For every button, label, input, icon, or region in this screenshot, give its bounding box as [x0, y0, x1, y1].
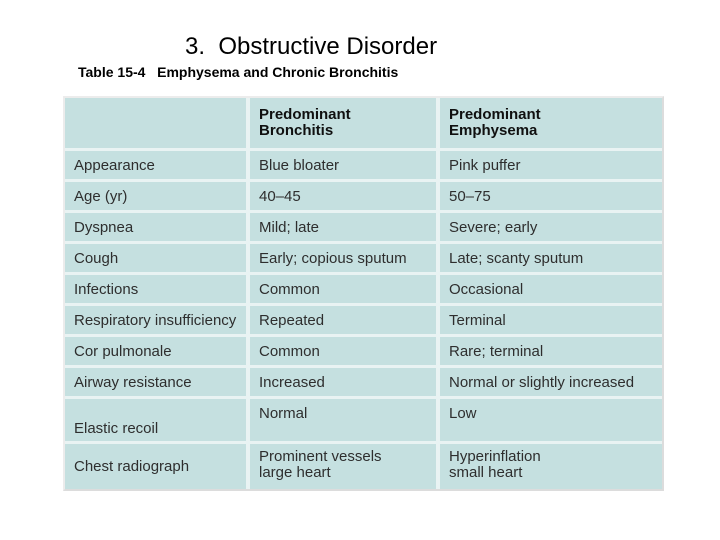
row-label: Elastic recoil	[65, 399, 246, 441]
header-cell-emphysema: Predominant Emphysema	[440, 98, 662, 148]
row-label: Appearance	[65, 151, 246, 179]
row-label: Airway resistance	[65, 368, 246, 396]
cell-bronchitis: 40–45	[250, 182, 436, 210]
table-caption: Table 15-4 Emphysema and Chronic Bronchi…	[78, 64, 399, 80]
row-label: Infections	[65, 275, 246, 303]
cell-bronchitis: Prominent vessels large heart	[250, 444, 436, 489]
row-label: Respiratory insufficiency	[65, 306, 246, 334]
table-grid: Predominant Bronchitis Predominant Emphy…	[65, 98, 662, 489]
cell-bronchitis: Common	[250, 275, 436, 303]
cell-bronchitis: Repeated	[250, 306, 436, 334]
cell-emphysema: Rare; terminal	[440, 337, 662, 365]
cell-emphysema: Pink puffer	[440, 151, 662, 179]
cell-bronchitis: Blue bloater	[250, 151, 436, 179]
cell-bronchitis: Mild; late	[250, 213, 436, 241]
cell-emphysema: Low	[440, 399, 662, 441]
row-label: Age (yr)	[65, 182, 246, 210]
row-label: Cor pulmonale	[65, 337, 246, 365]
comparison-table: Predominant Bronchitis Predominant Emphy…	[63, 96, 664, 491]
cell-emphysema: Normal or slightly increased	[440, 368, 662, 396]
slide-title: 3. Obstructive Disorder	[185, 33, 438, 60]
cell-emphysema: Late; scanty sputum	[440, 244, 662, 272]
row-label: Dyspnea	[65, 213, 246, 241]
header-cell-blank	[65, 98, 246, 148]
header-cell-bronchitis: Predominant Bronchitis	[250, 98, 436, 148]
cell-emphysema: Hyperinflation small heart	[440, 444, 662, 489]
cell-emphysema: Occasional	[440, 275, 662, 303]
cell-emphysema: Terminal	[440, 306, 662, 334]
cell-bronchitis: Increased	[250, 368, 436, 396]
cell-bronchitis: Normal	[250, 399, 436, 441]
cell-emphysema: Severe; early	[440, 213, 662, 241]
row-label: Chest radiograph	[65, 444, 246, 489]
row-label: Cough	[65, 244, 246, 272]
cell-emphysema: 50–75	[440, 182, 662, 210]
cell-bronchitis: Early; copious sputum	[250, 244, 436, 272]
cell-bronchitis: Common	[250, 337, 436, 365]
